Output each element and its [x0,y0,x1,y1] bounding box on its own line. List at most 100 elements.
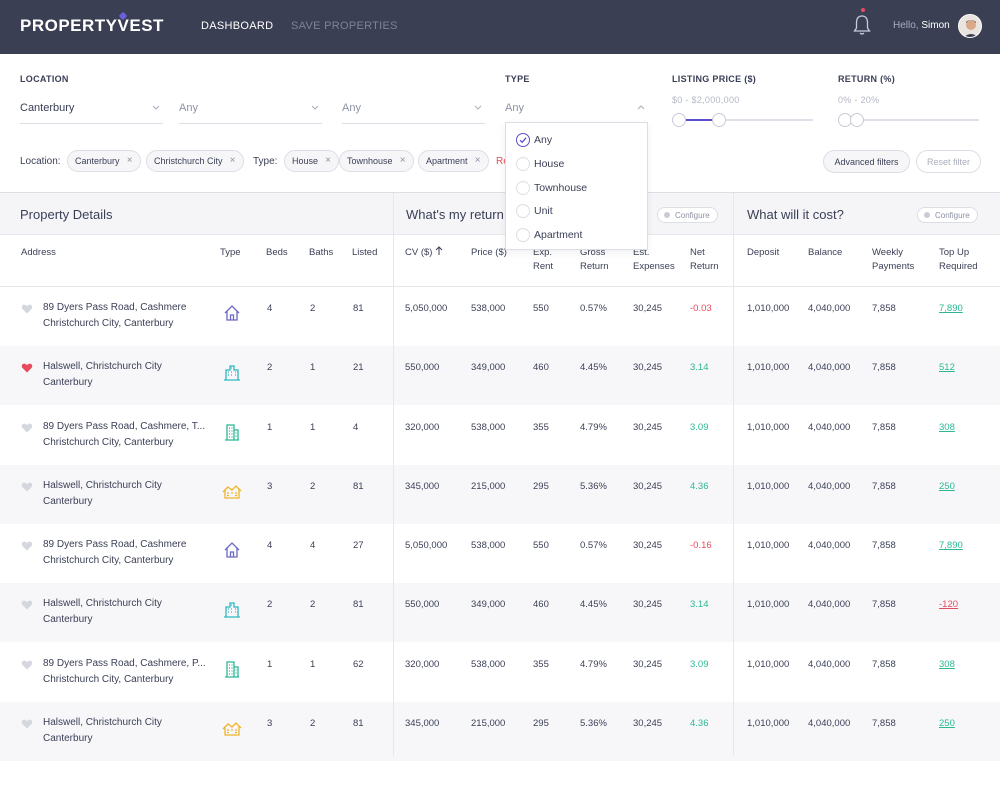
nav-save-properties[interactable]: SAVE PROPERTIES [291,20,398,32]
close-icon[interactable]: × [399,155,406,166]
listing-price-min-handle[interactable] [672,113,686,127]
checked-radio-icon[interactable] [516,133,530,147]
user-avatar[interactable] [958,14,982,38]
type-label: TYPE [505,74,530,84]
col-top-up-required[interactable]: Top Up Required [939,247,978,272]
col-address[interactable]: Address [21,247,56,258]
col-beds[interactable]: Beds [266,247,288,258]
col-cv[interactable]: CV ($) [405,246,443,260]
favorite-heart-icon[interactable] [21,362,33,374]
favorite-heart-icon[interactable] [21,599,33,611]
top-up-link[interactable]: 512 [939,362,955,373]
advanced-filters-button[interactable]: Advanced filters [823,150,910,173]
rent-cell: 550 [533,303,549,314]
address-cell[interactable]: 89 Dyers Pass Road, Cashmere Christchurch… [43,537,186,569]
favorite-heart-icon[interactable] [21,481,33,493]
favorite-heart-icon[interactable] [21,659,33,671]
price-cell: 538,000 [471,422,506,433]
table-row[interactable]: Halswell, Christchurch City Canterbury 2 1 2… [0,346,1000,405]
gross-cell: 4.45% [580,599,607,610]
table-row[interactable]: Halswell, Christchurch City Canterbury 3 2 8… [0,465,1000,524]
address-cell[interactable]: Halswell, Christchurch City Canterbury [43,478,162,510]
address-cell[interactable]: Halswell, Christchurch City Canterbury [43,596,162,628]
chip-type-apartment[interactable]: Apartment × [418,150,489,172]
close-icon[interactable]: × [325,155,332,166]
configure-cost-button[interactable]: Configure [917,207,978,223]
top-up-link[interactable]: 250 [939,718,955,729]
col-baths[interactable]: Baths [309,247,334,258]
col-price[interactable]: Price ($) [471,247,507,258]
radio-icon[interactable] [516,157,530,171]
balance-cell: 4,040,000 [808,718,851,729]
beds-cell: 1 [267,422,273,433]
top-up-link[interactable]: 250 [939,481,955,492]
top-up-link[interactable]: -120 [939,599,959,610]
col-balance[interactable]: Balance [808,247,843,258]
balance-cell: 4,040,000 [808,540,851,551]
close-icon[interactable]: × [474,155,481,166]
chip-location-canterbury[interactable]: Canterbury × [67,150,141,172]
beds-cell: 3 [267,718,273,729]
townhouse-icon [222,722,242,736]
col-exp-rent[interactable]: Exp. Rent [533,247,554,272]
top-up-link[interactable]: 308 [939,422,955,433]
nav-dashboard[interactable]: DASHBOARD [201,20,274,32]
table-row[interactable]: Halswell, Christchurch City Canterbury 2 2 8… [0,583,1000,642]
col-est-expenses[interactable]: Est. Expenses [633,247,675,272]
top-up-link[interactable]: 7,890 [939,303,963,314]
address-cell[interactable]: 89 Dyers Pass Road, Cashmere, T... Christ… [43,419,205,451]
location-city-select[interactable]: Any [179,100,322,124]
col-type[interactable]: Type [220,247,241,258]
radio-icon[interactable] [516,228,530,242]
col-deposit[interactable]: Deposit [747,247,780,258]
close-icon[interactable]: × [229,155,236,166]
return-track [845,119,979,121]
favorite-heart-icon[interactable] [21,303,33,315]
cv-cell: 5,050,000 [405,540,448,551]
table-row[interactable]: Halswell, Christchurch City Canterbury 3 2 8… [0,702,1000,761]
reset-filter-button[interactable]: Reset filter [916,150,981,173]
table-row[interactable]: 89 Dyers Pass Road, Cashmere, T... Christ… [0,406,1000,465]
sort-arrow-up-icon[interactable] [435,246,443,256]
favorite-heart-icon[interactable] [21,540,33,552]
table-row[interactable]: 89 Dyers Pass Road, Cashmere Christchurch… [0,287,1000,346]
close-icon[interactable]: × [126,155,133,166]
tower-building-icon [225,661,239,678]
chip-location-christchurch[interactable]: Christchurch City × [146,150,244,172]
return-max-handle[interactable] [850,113,864,127]
price-cell: 349,000 [471,362,506,373]
notification-bell-icon[interactable] [852,14,872,36]
type-select[interactable]: Any [505,100,648,124]
balance-cell: 4,040,000 [808,659,851,670]
col-gross-return[interactable]: Gross Return [580,247,609,272]
address-line-2: Christchurch City, Canterbury [43,437,174,448]
address-cell[interactable]: 89 Dyers Pass Road, Cashmere, P... Christ… [43,656,206,688]
top-up-link[interactable]: 308 [939,659,955,670]
app-logo[interactable]: PROPERTYVEST [20,16,164,35]
address-cell[interactable]: 89 Dyers Pass Road, Cashmere Christchurch… [43,300,186,332]
address-cell[interactable]: Halswell, Christchurch City Canterbury [43,359,162,391]
configure-returns-button[interactable]: Configure [657,207,718,223]
filters-divider [0,192,1000,193]
location-region-select[interactable]: Canterbury [20,100,163,124]
table-row[interactable]: 89 Dyers Pass Road, Cashmere, P... Christ… [0,643,1000,702]
address-cell[interactable]: Halswell, Christchurch City Canterbury [43,715,162,747]
table-row[interactable]: 89 Dyers Pass Road, Cashmere Christchurch… [0,524,1000,583]
col-listed[interactable]: Listed [352,247,378,258]
chip-type-townhouse[interactable]: Townhouse × [339,150,414,172]
favorite-heart-icon[interactable] [21,422,33,434]
radio-icon[interactable] [516,204,530,218]
beds-cell: 3 [267,481,273,492]
deposit-cell: 1,010,000 [747,303,790,314]
net-return-cell: -0.16 [690,540,712,551]
col-weekly-payments[interactable]: Weekly Payments [872,247,915,272]
listing-price-max-handle[interactable] [712,113,727,127]
location-suburb-select[interactable]: Any [342,100,485,124]
chip-type-house[interactable]: House × [284,150,340,172]
col-net-return[interactable]: Net Return [690,247,719,272]
reset-link[interactable]: Re [496,156,506,167]
favorite-heart-icon[interactable] [21,718,33,730]
radio-icon[interactable] [516,181,530,195]
balance-cell: 4,040,000 [808,599,851,610]
top-up-link[interactable]: 7,890 [939,540,963,551]
